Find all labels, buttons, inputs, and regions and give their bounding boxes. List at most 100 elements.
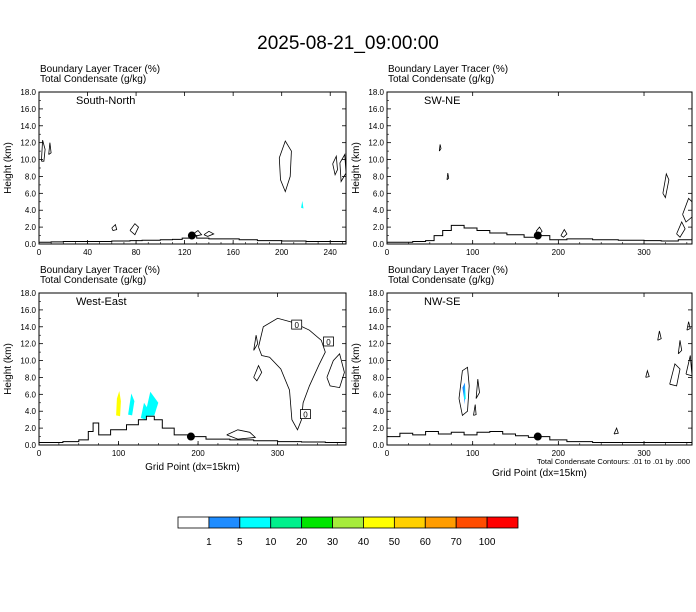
condensate-contour bbox=[129, 223, 139, 236]
y-tick-label: 14.0 bbox=[368, 323, 384, 332]
condensate-contour bbox=[278, 140, 292, 193]
x-tick-label: 300 bbox=[637, 248, 651, 257]
y-tick-label: 14.0 bbox=[20, 122, 36, 131]
condensate-contour bbox=[682, 197, 692, 223]
condensate-contour bbox=[475, 379, 480, 399]
location-marker bbox=[533, 231, 542, 240]
y-tick-label: 8.0 bbox=[25, 373, 37, 382]
panel-header-tracer: Boundary Layer Tracer (%) bbox=[40, 265, 160, 276]
colorbar-swatch bbox=[363, 516, 395, 529]
tracer-fill bbox=[462, 382, 465, 405]
x-tick-label: 300 bbox=[637, 449, 651, 458]
colorbar-swatch bbox=[455, 516, 488, 529]
panel-header-condensate: Total Condensate (g/kg) bbox=[388, 275, 494, 286]
location-marker bbox=[187, 231, 196, 240]
colorbar-label: 100 bbox=[479, 537, 496, 548]
panel-header-tracer: Boundary Layer Tracer (%) bbox=[388, 64, 508, 75]
colorbar-label: 30 bbox=[327, 537, 339, 548]
panel-header-condensate: Total Condensate (g/kg) bbox=[388, 74, 494, 85]
y-tick-label: 6.0 bbox=[373, 390, 385, 399]
y-tick-label: 8.0 bbox=[373, 172, 385, 181]
colorbar-label: 40 bbox=[358, 537, 370, 548]
contour-label: 0 bbox=[294, 321, 299, 330]
panel-name: NW-SE bbox=[424, 296, 460, 308]
colorbar-label: 10 bbox=[265, 537, 277, 548]
y-tick-label: 14.0 bbox=[20, 323, 36, 332]
y-tick-label: 2.0 bbox=[25, 424, 37, 433]
condensate-contour bbox=[686, 321, 691, 331]
y-tick-label: 8.0 bbox=[373, 373, 385, 382]
x-tick-label: 0 bbox=[385, 449, 390, 458]
panel-header-condensate: Total Condensate (g/kg) bbox=[40, 74, 146, 85]
x-tick-label: 100 bbox=[466, 248, 480, 257]
condensate-contour bbox=[662, 172, 670, 199]
panel-name: SW-NE bbox=[424, 95, 460, 107]
colorbar-swatch bbox=[270, 516, 303, 529]
contour-label-box bbox=[323, 336, 334, 347]
contour-note: Total Condensate Contours: .01 to .01 by… bbox=[537, 457, 690, 466]
condensate-contour bbox=[332, 154, 338, 177]
colorbar-swatch bbox=[301, 516, 333, 529]
y-tick-label: 4.0 bbox=[25, 407, 37, 416]
y-tick-label: 0.0 bbox=[373, 441, 385, 450]
plot-data bbox=[387, 321, 692, 443]
condensate-contour bbox=[339, 153, 346, 183]
colorbar-label: 60 bbox=[420, 537, 432, 548]
y-tick-label: 18.0 bbox=[368, 88, 384, 97]
colorbar-swatch bbox=[393, 516, 426, 529]
y-axis-label: Height (km) bbox=[3, 142, 14, 194]
panel-name: South-North bbox=[76, 95, 135, 107]
panel-sw-ne: Boundary Layer Tracer (%)Total Condensat… bbox=[351, 64, 693, 257]
colorbar-swatch bbox=[424, 516, 457, 529]
condensate-contour bbox=[657, 330, 662, 341]
condensate-contour bbox=[326, 352, 345, 389]
y-tick-label: 2.0 bbox=[373, 424, 385, 433]
y-tick-label: 4.0 bbox=[373, 407, 385, 416]
y-tick-label: 6.0 bbox=[25, 189, 37, 198]
location-marker bbox=[533, 432, 542, 441]
y-tick-label: 12.0 bbox=[368, 340, 384, 349]
x-tick-label: 100 bbox=[112, 449, 126, 458]
plot-area bbox=[386, 292, 693, 446]
y-tick-label: 16.0 bbox=[20, 105, 36, 114]
contour-label-box bbox=[300, 409, 311, 420]
y-tick-label: 12.0 bbox=[20, 139, 36, 148]
y-tick-label: 18.0 bbox=[20, 88, 36, 97]
terrain-line bbox=[39, 415, 346, 443]
panel-nw-se: Boundary Layer Tracer (%)Total Condensat… bbox=[351, 265, 693, 479]
y-axis-label: Height (km) bbox=[351, 343, 362, 395]
y-tick-label: 4.0 bbox=[25, 206, 37, 215]
x-tick-label: 0 bbox=[37, 449, 42, 458]
y-tick-label: 10.0 bbox=[20, 156, 36, 165]
y-axis-label: Height (km) bbox=[3, 343, 14, 395]
y-tick-label: 2.0 bbox=[373, 223, 385, 232]
y-tick-label: 18.0 bbox=[20, 289, 36, 298]
plot-data: 0 0 0 bbox=[39, 317, 346, 443]
condensate-contour bbox=[669, 363, 681, 387]
x-axis-label: Grid Point (dx=15km) bbox=[492, 468, 587, 479]
panel-header-condensate: Total Condensate (g/kg) bbox=[40, 275, 146, 286]
y-tick-label: 10.0 bbox=[368, 156, 384, 165]
colorbar-swatch bbox=[332, 516, 364, 529]
panel-header-tracer: Boundary Layer Tracer (%) bbox=[388, 265, 508, 276]
condensate-contour bbox=[258, 317, 326, 431]
condensate-contour bbox=[253, 364, 263, 382]
x-tick-label: 0 bbox=[37, 248, 42, 257]
colorbar-label: 1 bbox=[206, 537, 212, 548]
location-marker bbox=[186, 432, 195, 441]
condensate-contour bbox=[458, 366, 470, 417]
condensate-contour bbox=[111, 223, 118, 231]
y-axis-label: Height (km) bbox=[351, 142, 362, 194]
x-tick-label: 240 bbox=[324, 248, 338, 257]
tracer-fill bbox=[144, 391, 159, 417]
y-tick-label: 10.0 bbox=[368, 357, 384, 366]
colorbar-label: 20 bbox=[296, 537, 308, 548]
panel-header-tracer: Boundary Layer Tracer (%) bbox=[40, 64, 160, 75]
plot-area bbox=[386, 91, 693, 245]
y-tick-label: 16.0 bbox=[368, 306, 384, 315]
x-tick-label: 40 bbox=[83, 248, 92, 257]
y-tick-label: 14.0 bbox=[368, 122, 384, 131]
colorbar-swatch bbox=[486, 516, 519, 529]
condensate-contour bbox=[613, 426, 619, 435]
